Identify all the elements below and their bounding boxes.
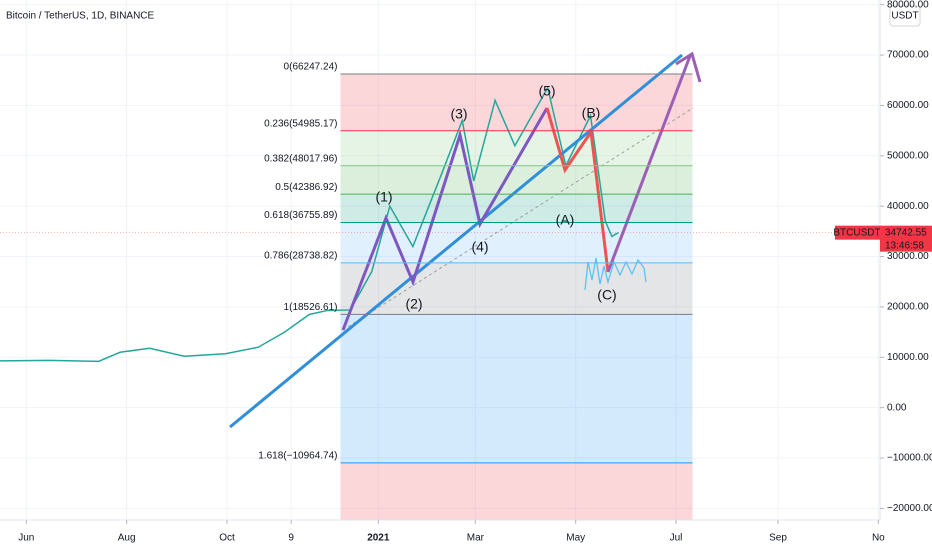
y-tick-label: 30000.00 — [887, 251, 929, 262]
wave-label: (4) — [471, 239, 488, 255]
wave-label: (3) — [450, 106, 467, 122]
y-tick-label: 40000.00 — [887, 201, 929, 212]
y-tick-label: 10000.00 — [887, 352, 929, 363]
x-tick-label: 9 — [288, 533, 294, 544]
wave-label: (B) — [582, 105, 601, 121]
trend-line — [229, 53, 683, 429]
fib-band — [340, 194, 693, 223]
wave-label: (2) — [405, 296, 422, 312]
countdown-label: 13:46:58 — [885, 240, 924, 251]
x-tick-label: 2021 — [367, 533, 390, 544]
price-tag — [880, 225, 932, 252]
wave-label: (1) — [375, 189, 392, 205]
fib-label: 1(18526.61) — [284, 302, 338, 313]
fib-label: 1.618(−10964.74) — [258, 451, 337, 462]
x-tick-label: Jun — [18, 533, 34, 544]
scribble — [584, 257, 647, 291]
arrow-head — [675, 51, 702, 83]
y-tick-label: 60000.00 — [887, 100, 929, 111]
fib-label: 0.786(28738.82) — [264, 251, 337, 262]
wave-label: (5) — [538, 83, 555, 99]
wave-label: (C) — [597, 287, 616, 303]
price-tag-label: 34742.55 — [885, 227, 927, 238]
projection-arrow — [606, 55, 692, 273]
fib-label: 0(66247.24) — [284, 62, 338, 73]
x-tick-label: Jul — [670, 533, 683, 544]
y-tick-label: 70000.00 — [887, 50, 929, 61]
y-tick-label: −20000.00 — [887, 503, 932, 514]
fib-band — [340, 314, 693, 463]
fib-band — [340, 462, 693, 520]
x-tick-label: Aug — [118, 533, 136, 544]
y-tick-label: 80000.00 — [887, 0, 929, 10]
symbol-tag — [835, 225, 880, 240]
x-tick-label: Sep — [769, 533, 787, 544]
fib-label: 0.236(54985.17) — [264, 118, 337, 129]
fib-band — [340, 73, 693, 131]
drawing-layer — [229, 51, 702, 429]
currency-button[interactable] — [889, 5, 921, 27]
x-tick-label: Mar — [467, 533, 485, 544]
currency-button-label[interactable]: USDT — [891, 11, 918, 22]
wave-label: (A) — [556, 212, 575, 228]
chart-title: Bitcoin / TetherUS, 1D, BINANCE — [6, 11, 155, 22]
impulse-wave — [341, 107, 549, 331]
y-tick-label: 20000.00 — [887, 302, 929, 313]
y-tick-label: 50000.00 — [887, 150, 929, 161]
fib-label: 0.382(48017.96) — [264, 153, 337, 164]
corrective-wave — [545, 107, 610, 273]
x-tick-label: May — [566, 533, 585, 544]
symbol-tag-label: BTCUSDT — [833, 227, 880, 238]
fib-band — [340, 222, 693, 263]
y-tick-label: −10000.00 — [887, 453, 932, 464]
fib-label: 0.5(42386.92) — [275, 182, 337, 193]
x-tick-label: Oct — [219, 533, 235, 544]
x-tick-label: No — [872, 533, 885, 544]
fib-band — [340, 262, 693, 315]
y-tick-label: 0.00 — [887, 402, 907, 413]
fib-label: 0.618(36755.89) — [264, 210, 337, 221]
